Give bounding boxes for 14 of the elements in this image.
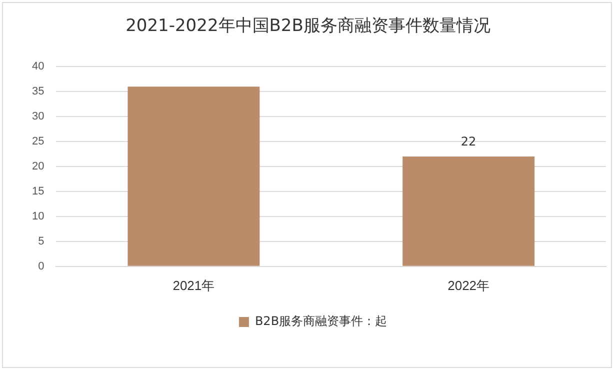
y-tick-label: 20 xyxy=(32,160,44,173)
y-tick-label: 5 xyxy=(38,235,44,248)
y-tick-label: 40 xyxy=(32,60,44,73)
chart-title: 2021-2022年中国B2B服务商融资事件数量情况 xyxy=(124,15,492,37)
x-tick-label: 2022年 xyxy=(448,278,490,293)
y-tick-label: 15 xyxy=(32,186,44,198)
y-tick-label: 35 xyxy=(32,86,44,98)
data-label: 22 xyxy=(460,134,476,149)
x-tick-label: 2021年 xyxy=(172,278,215,293)
y-tick-label: 10 xyxy=(32,210,44,222)
legend-label: B2B服务商融资事件：起 xyxy=(254,314,388,328)
y-tick-label: 25 xyxy=(32,136,44,148)
y-tick-label: 0 xyxy=(38,260,44,272)
y-tick-label: 30 xyxy=(32,110,44,123)
